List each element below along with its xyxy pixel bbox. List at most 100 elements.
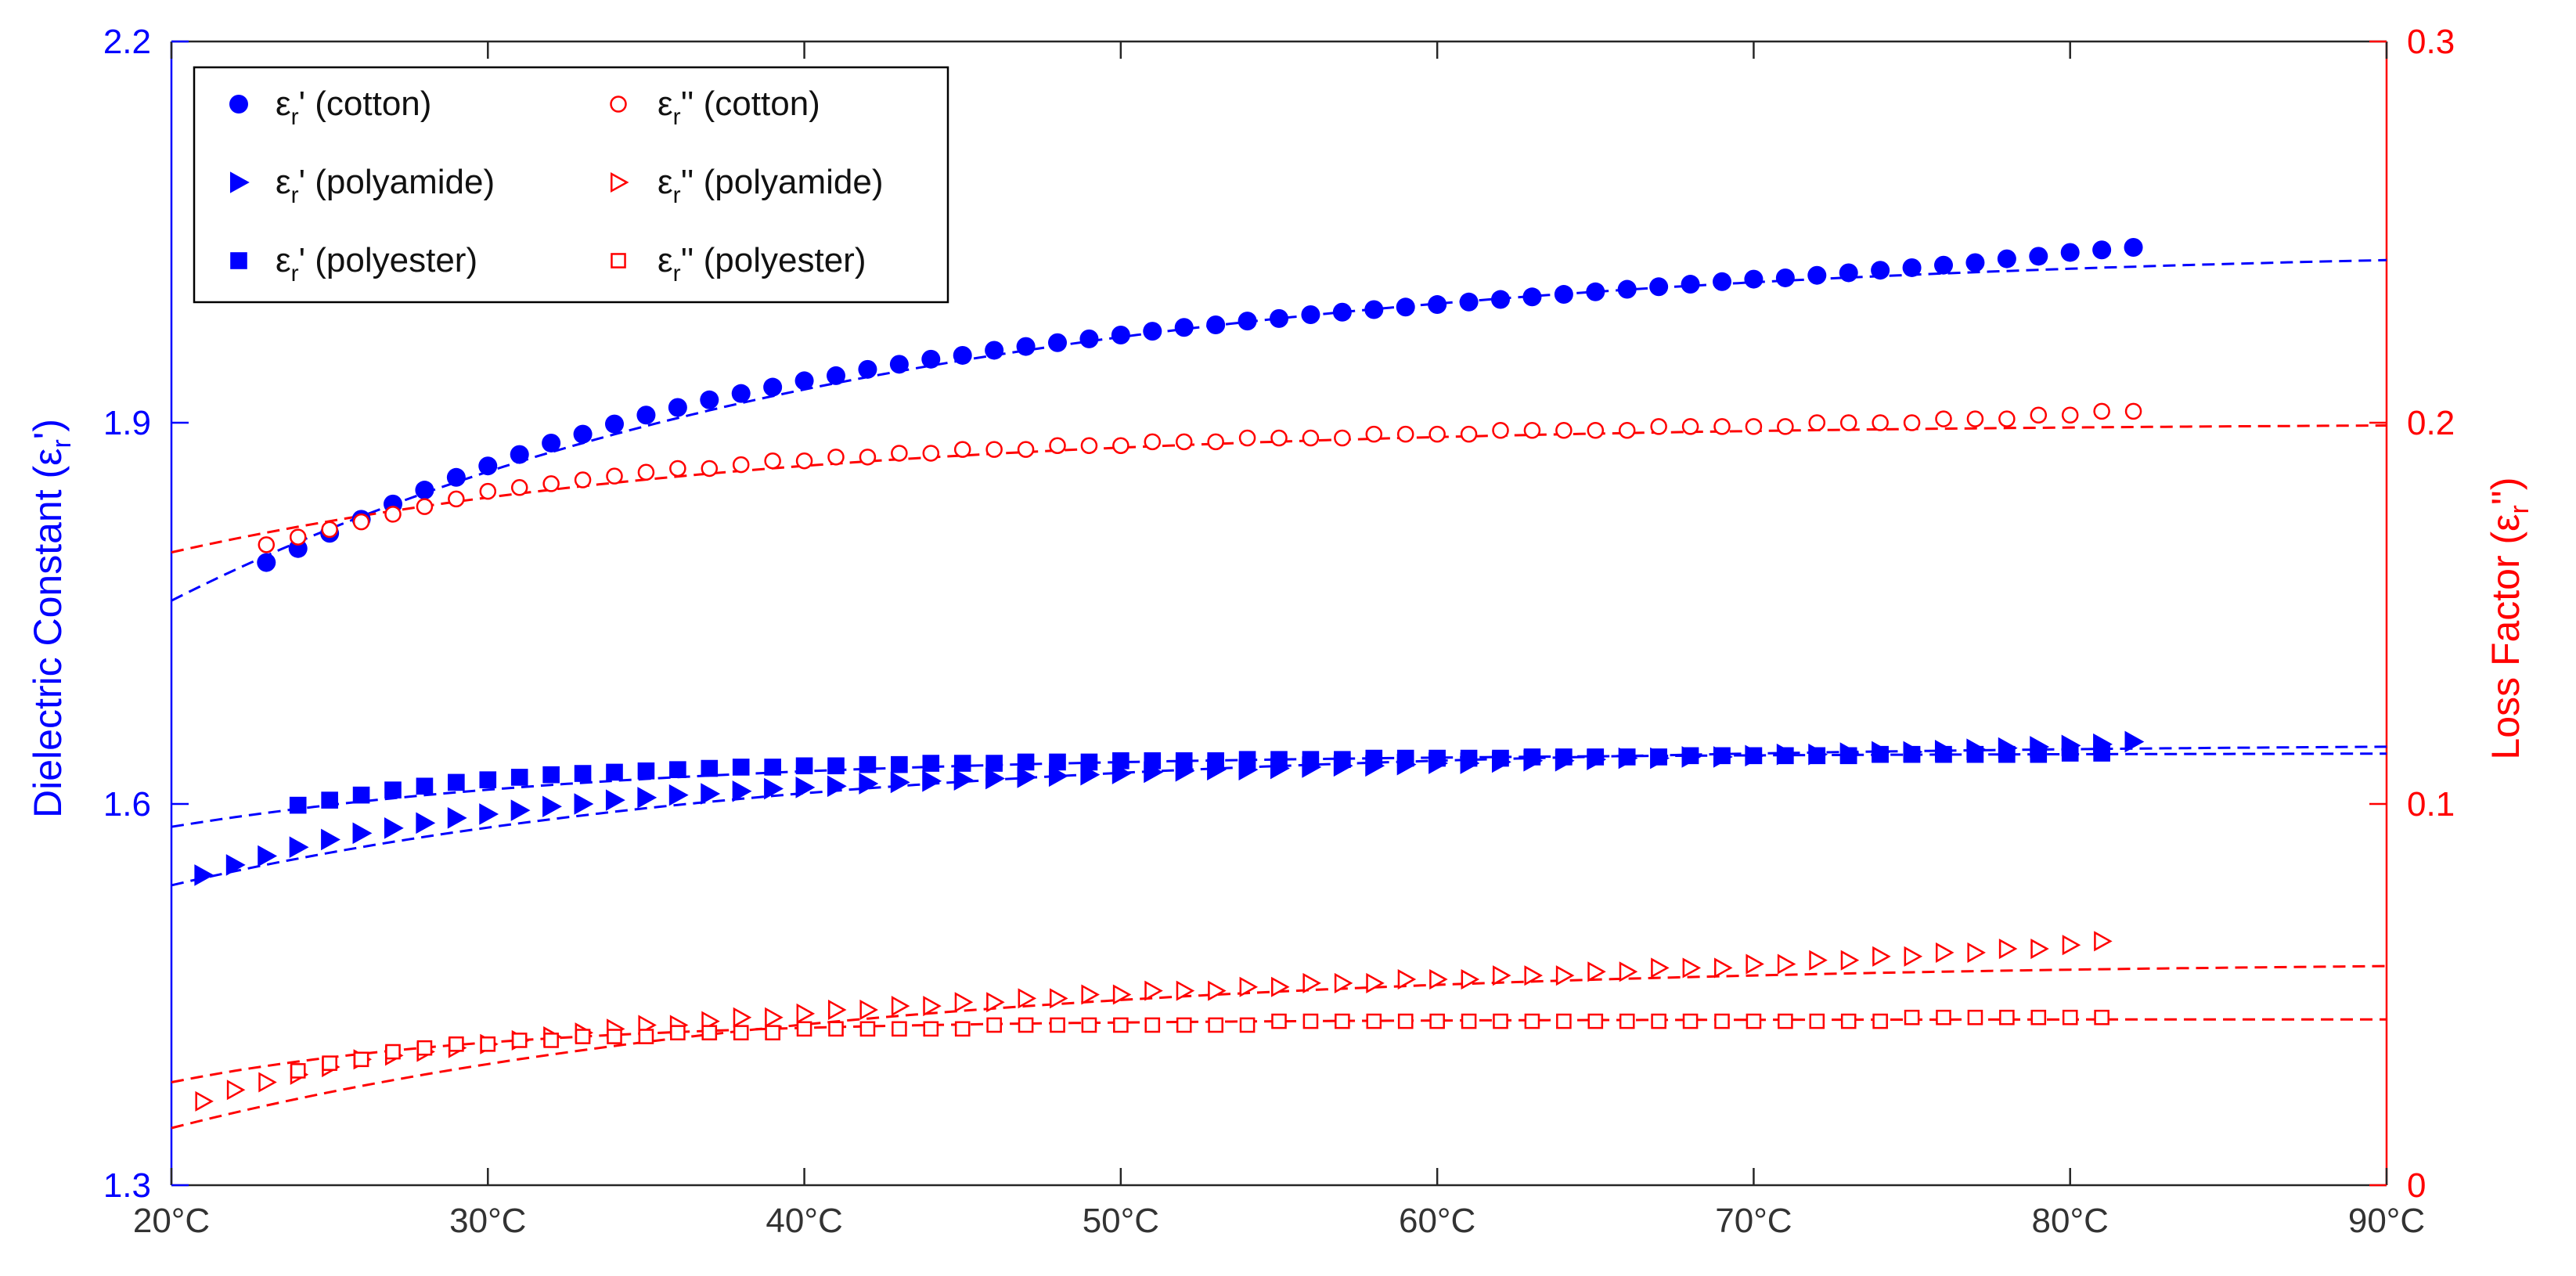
data-point [828,999,847,1021]
data-point [1872,414,1889,431]
data-point [827,449,845,466]
data-point [1619,961,1638,982]
right-y-tick-label: 0.2 [2407,404,2455,442]
data-point [1270,429,1288,447]
data-points-group [194,237,2145,1112]
data-point [2030,745,2048,763]
legend-marker-2 [230,252,247,269]
right-axis-title: Loss Factor (εr'') [2484,477,2535,759]
data-point [1334,972,1353,993]
data-point [1555,421,1573,439]
legend-label-cotton-loss: εr'' (cotton) [658,85,820,130]
legend-box [193,66,949,304]
data-point [733,1025,749,1041]
data-point [1143,322,1162,341]
data-point [1839,263,1858,283]
data-point [257,553,276,572]
data-point [796,1003,816,1024]
left-y-tick-label: 1.3 [103,1166,151,1205]
data-point [763,377,783,397]
data-point [1334,751,1351,768]
data-point [1587,961,1606,982]
data-point [321,521,338,539]
data-point [543,1033,559,1048]
data-point [795,757,813,775]
data-point [1208,980,1227,1001]
x-tick-label: 20°C [133,1202,210,1240]
data-point [1113,1017,1129,1033]
data-point [510,479,528,496]
data-point [701,460,719,478]
data-point [574,471,592,488]
data-point [1270,751,1288,768]
data-point [479,803,499,825]
data-point [2093,744,2110,762]
data-point [1681,275,1700,294]
data-point [1271,976,1290,997]
data-point [1681,418,1699,435]
data-point [1366,1013,1382,1029]
data-point [1112,752,1129,770]
data-point [858,359,877,379]
data-point [1081,1017,1097,1033]
data-point [1144,980,1163,1001]
data-point [1492,749,1509,767]
left-axis-title: Dielectric Constant (εr') [26,419,77,818]
data-point [1018,988,1037,1009]
data-point [416,777,434,795]
data-point [542,475,560,492]
data-point [1524,965,1543,986]
data-point [1839,414,1857,431]
data-point [638,1029,654,1044]
data-point [2124,237,2143,257]
left-y-tick-label: 1.6 [103,785,151,824]
data-point [542,433,561,452]
data-point [1746,953,1764,975]
data-point [1080,437,1098,454]
data-point [1998,745,2016,763]
data-point [1713,418,1731,435]
x-tick-label: 80°C [2032,1202,2109,1240]
data-point [1808,414,1826,431]
data-point [1809,1013,1825,1029]
legend-marker-3 [610,96,627,113]
data-point [1651,1013,1666,1029]
data-point [1966,745,1984,763]
data-point [416,812,436,834]
legend-marker-1 [229,171,250,193]
data-point [985,441,1003,458]
data-point [669,460,686,478]
data-point [1335,1013,1350,1029]
data-point [510,799,531,821]
data-point [1904,1009,1920,1025]
data-point [1872,946,1891,967]
data-point [1523,748,1541,766]
data-point [1650,748,1667,766]
data-point [889,355,909,374]
data-point [1049,753,1066,771]
data-point [1366,972,1385,993]
data-point [637,787,658,809]
data-point [1461,1013,1477,1029]
data-point [1966,410,1984,427]
data-point [1967,1009,1983,1025]
data-point [480,1036,496,1052]
data-point [1332,302,1352,322]
left-axis-title-end: ') [26,419,70,439]
data-point [606,467,623,485]
x-tick-label: 90°C [2348,1202,2425,1240]
data-point [1207,752,1224,770]
data-point [448,490,465,508]
data-point [2060,243,2080,262]
data-point [416,498,434,515]
data-point [1048,765,1068,788]
data-point [2093,402,2110,420]
data-point [1524,1013,1540,1029]
data-point [1649,277,1669,297]
data-point [953,441,971,458]
data-point [1365,425,1383,443]
data-point [1650,418,1667,435]
data-point [449,1036,464,1052]
data-point [605,414,624,434]
data-point [1587,421,1605,439]
